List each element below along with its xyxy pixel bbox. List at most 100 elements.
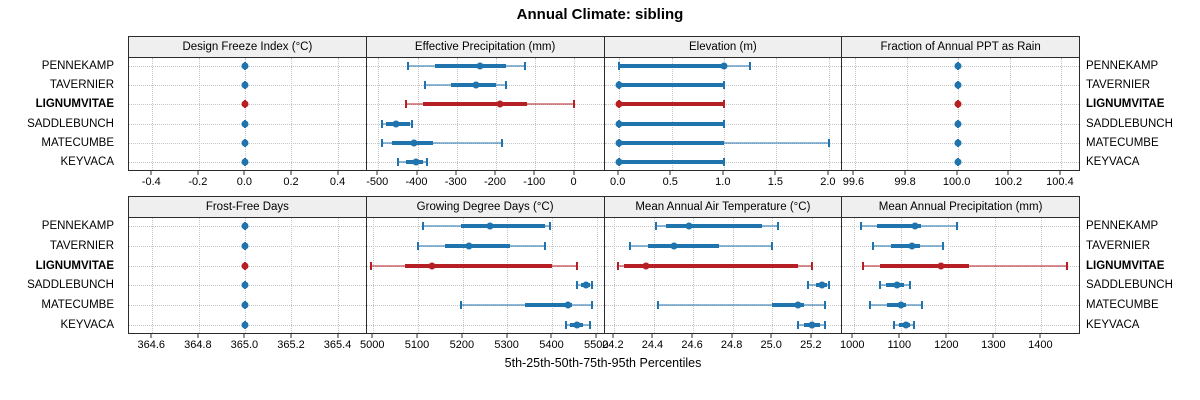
axis-tick-label: 364.6 [137, 339, 166, 351]
axis-tick [691, 334, 693, 338]
whisker-box [877, 224, 921, 228]
gridline-v [418, 218, 420, 333]
axis-tick-label: 1.5 [767, 176, 783, 188]
median-dot [241, 222, 249, 230]
axis-tick [197, 171, 199, 175]
whisker-cap [828, 281, 831, 290]
median-dot [241, 62, 249, 70]
whisker-box [647, 243, 719, 248]
axis-tick [851, 334, 853, 338]
gridline-v [906, 58, 908, 170]
axis-tick-label: 24.4 [641, 339, 664, 351]
axis-tick-label: 25.0 [760, 339, 782, 351]
axis-tick [455, 171, 457, 175]
panel-strip: Effective Precipitation (mm) [365, 37, 604, 57]
gridline-v [900, 218, 902, 333]
axis-tick-label: 2.0 [820, 176, 836, 188]
median-dot [241, 281, 249, 289]
gridline-h [366, 285, 604, 287]
panel-body [841, 218, 1079, 333]
whisker-cap [397, 158, 400, 166]
panel-strip: Frost-Free Days [129, 197, 366, 217]
gridline-v [462, 218, 464, 333]
strip-label: Fraction of Annual PPT as Rain [880, 41, 1041, 53]
whisker-cap [504, 81, 507, 90]
whisker-cap [421, 222, 424, 230]
axis-tick [1039, 334, 1041, 338]
whisker-cap [909, 281, 912, 290]
median-dot [428, 262, 436, 270]
gridline-v [378, 58, 380, 170]
gridline-v [811, 218, 813, 333]
whisker-cap [656, 301, 659, 310]
median-dot [241, 120, 249, 128]
whisker-cap [410, 119, 413, 128]
site-label-left: MATECUMBE [41, 299, 114, 312]
median-dot [486, 222, 494, 230]
whisker-box [423, 102, 528, 107]
axis-tick-label: -0.2 [188, 176, 208, 188]
axis-tick-label: 5000 [359, 339, 385, 351]
axis-tick [461, 334, 463, 338]
axis-tick [898, 334, 900, 338]
axis-tick [612, 334, 614, 338]
axis-tick [337, 334, 339, 338]
gridline-h [842, 226, 1079, 227]
panel-body [129, 218, 366, 333]
gridline-v [198, 58, 200, 170]
whisker-cap [629, 241, 632, 250]
panel-body [365, 58, 604, 170]
median-dot [685, 222, 693, 230]
axis-tick-label: 1300 [981, 339, 1006, 351]
panel-strip: Design Freeze Index (°C) [129, 37, 366, 57]
whisker-cap [824, 301, 827, 310]
whisker-cap [771, 241, 774, 250]
median-dot [911, 222, 919, 230]
axis-tick [573, 171, 575, 175]
gridline-h [604, 285, 842, 287]
median-dot [410, 139, 418, 147]
axis-tick [376, 171, 378, 175]
axis-tick [992, 334, 994, 338]
gridline-v [291, 58, 293, 170]
site-label-left: LIGNUMVITAE [35, 98, 114, 111]
whisker-box [619, 102, 724, 107]
axis-tick-label: -300 [444, 176, 467, 188]
whisker-cap [564, 321, 567, 329]
site-label-left: PENNEKAMP [41, 60, 114, 72]
gridline-v [653, 218, 655, 333]
gridline-v [693, 218, 695, 333]
axis-tick-label: 100.2 [994, 176, 1023, 188]
median-dot [642, 262, 650, 270]
gridline-v [614, 218, 616, 333]
panel-body [603, 218, 842, 333]
gridline-v [291, 218, 293, 333]
whisker-cap [370, 261, 373, 270]
gridline-h [604, 325, 842, 326]
gridline-v [958, 58, 960, 170]
whisker-box [404, 263, 553, 268]
axis-tick-label: 24.8 [720, 339, 743, 351]
panel-body [365, 218, 604, 333]
gridline-v [245, 218, 247, 333]
gridline-v [337, 218, 339, 333]
gridline-v [776, 58, 778, 170]
gridline-v [495, 58, 497, 170]
median-dot [241, 242, 249, 250]
whisker-cap [869, 301, 872, 310]
whisker-box [619, 160, 724, 164]
axis-tick-label: 99.8 [894, 176, 916, 188]
gridline-v [853, 218, 855, 333]
gridline-h [366, 123, 604, 125]
panel-strip: Fraction of Annual PPT as Rain [841, 37, 1079, 57]
strip-label: Frost-Free Days [205, 201, 289, 213]
axis-tick-label: 364.8 [184, 339, 212, 351]
whisker-box [619, 83, 724, 88]
gridline-v [619, 58, 621, 170]
panel-row: Design Freeze Index (°C) Effective Precip… [128, 36, 1080, 171]
gridline-v [152, 58, 154, 170]
x-axis-panel: 99.6 99.8 100.0 100.2 100.4 [841, 171, 1079, 193]
axis-tick-label: 5200 [449, 339, 475, 351]
axis-tick-label: 1.0 [715, 176, 731, 188]
axis-tick-label: 5100 [404, 339, 430, 351]
